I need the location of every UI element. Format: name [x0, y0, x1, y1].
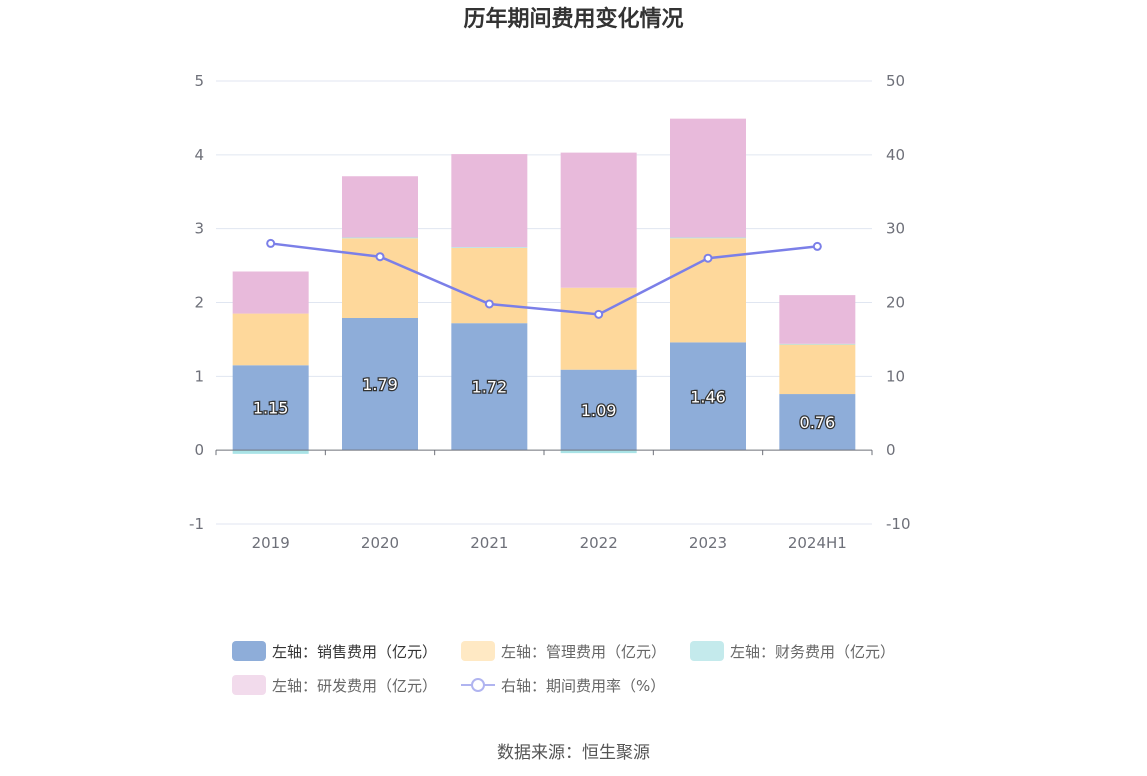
- legend-item-rate[interactable]: 右轴：期间费用率（%）: [461, 675, 665, 696]
- bar-rd[interactable]: [779, 295, 856, 344]
- legend-item-rd[interactable]: 左轴：研发费用（亿元）: [232, 675, 437, 696]
- rate-point[interactable]: [812, 241, 822, 251]
- x-tick-label: 2023: [689, 534, 727, 552]
- legend-swatch-rd: [232, 675, 266, 695]
- legend-label-sales: 左轴：销售费用（亿元）: [272, 642, 438, 661]
- legend-label-admin: 左轴：管理费用（亿元）: [501, 642, 667, 661]
- chart: 历年期间费用变化情况 1.15 1.79 1.72 1.09 1.46 0.76 5 4 3 2…: [189, 6, 910, 552]
- y-right-tick: 20: [886, 294, 905, 312]
- bar-value-label: 1.09: [581, 401, 617, 420]
- bar-finance[interactable]: [670, 237, 746, 239]
- data-source: 数据来源：恒生聚源: [497, 743, 650, 763]
- bar-sales[interactable]: [670, 342, 746, 451]
- bar-admin[interactable]: [451, 247, 528, 324]
- bars: [232, 118, 856, 454]
- chart-title: 历年期间费用变化情况: [463, 6, 683, 32]
- y-right-tick: 0: [886, 441, 896, 459]
- bar-rd[interactable]: [670, 118, 746, 238]
- bar-finance[interactable]: [342, 237, 418, 239]
- x-tick-label: 2020: [361, 534, 399, 552]
- bar-value-label: 1.79: [362, 375, 398, 394]
- legend-label-finance: 左轴：财务费用（亿元）: [730, 642, 896, 661]
- bar-sales[interactable]: [342, 318, 418, 451]
- y-right-tick: 50: [886, 72, 905, 90]
- rate-point[interactable]: [594, 309, 604, 319]
- bar-sales[interactable]: [779, 394, 856, 451]
- bar-sales[interactable]: [232, 365, 309, 451]
- rate-line-path: [270, 242, 818, 316]
- bar-admin[interactable]: [232, 313, 309, 366]
- rate-point[interactable]: [484, 299, 494, 309]
- y-right-tick: 10: [886, 367, 905, 385]
- legend-label-rd: 左轴：研发费用（亿元）: [272, 676, 438, 695]
- y-left-tick: 4: [194, 146, 204, 164]
- bar-labels: 1.15 1.79 1.72 1.09 1.46 0.76: [252, 374, 837, 434]
- legend-line-icon: [461, 675, 496, 695]
- bar-finance[interactable]: [779, 343, 856, 345]
- y-left-tick: 3: [194, 220, 204, 238]
- bar-finance[interactable]: [451, 247, 528, 248]
- bar-admin[interactable]: [779, 344, 856, 395]
- y-left-tick: 2: [194, 294, 204, 312]
- y-left-tick: 5: [194, 72, 204, 90]
- bar-sales[interactable]: [451, 323, 528, 451]
- legend: 左轴：销售费用（亿元） 左轴：管理费用（亿元） 左轴：财务费用（亿元） 左轴：研…: [232, 640, 932, 708]
- y-right-tick: 40: [886, 146, 905, 164]
- bar-rd[interactable]: [560, 152, 637, 288]
- legend-row-1: 左轴：销售费用（亿元） 左轴：管理费用（亿元） 左轴：财务费用（亿元）: [232, 640, 932, 662]
- legend-swatch-sales: [232, 641, 266, 661]
- legend-swatch-finance: [690, 641, 725, 661]
- legend-item-finance[interactable]: 左轴：财务费用（亿元）: [690, 641, 895, 662]
- y-right-tick: 30: [886, 220, 905, 238]
- bar-value-label: 1.15: [253, 399, 289, 418]
- x-tick-label: 2019: [252, 534, 290, 552]
- bar-rd[interactable]: [451, 154, 528, 248]
- rate-point[interactable]: [266, 238, 276, 248]
- y-right-tick: -10: [886, 515, 911, 533]
- bar-value-label: 0.76: [800, 413, 836, 432]
- x-tick-label: 2021: [470, 534, 508, 552]
- y-left-tick: 0: [194, 441, 204, 459]
- x-tick-label: 2022: [580, 534, 618, 552]
- legend-label-rate: 右轴：期间费用率（%）: [501, 676, 666, 695]
- legend-swatch-admin: [461, 641, 496, 661]
- bar-value-label: 1.72: [472, 378, 508, 397]
- bar-rd[interactable]: [232, 271, 309, 314]
- x-tick-label: 2024H1: [788, 534, 847, 552]
- bar-value-label: 1.46: [690, 387, 726, 406]
- grid: [216, 80, 872, 525]
- rate-line: [266, 238, 822, 319]
- legend-item-sales[interactable]: 左轴：销售费用（亿元）: [232, 641, 437, 662]
- bar-sales[interactable]: [560, 369, 637, 451]
- legend-row-2: 左轴：研发费用（亿元） 右轴：期间费用率（%）: [232, 674, 932, 696]
- y-left-tick: 1: [194, 367, 204, 385]
- rate-point[interactable]: [703, 253, 713, 263]
- bar-admin[interactable]: [342, 238, 418, 319]
- y-left-tick: -1: [189, 515, 204, 533]
- bar-rd[interactable]: [342, 176, 418, 238]
- bar-finance[interactable]: [560, 450, 637, 454]
- rate-point[interactable]: [375, 252, 385, 262]
- legend-item-admin[interactable]: 左轴：管理费用（亿元）: [461, 641, 666, 662]
- bar-finance[interactable]: [232, 450, 309, 454]
